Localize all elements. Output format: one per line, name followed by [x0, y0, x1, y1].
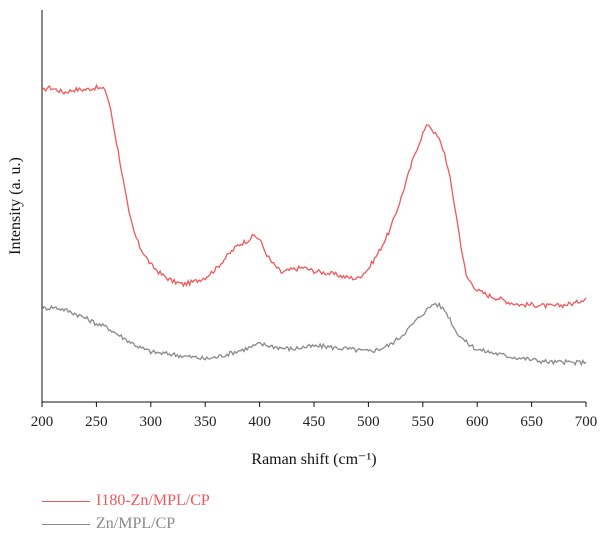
x-tick-label: 300	[140, 414, 163, 430]
x-tick-label: 600	[466, 414, 489, 430]
legend-label-i180: I180-Zn/MPL/CP	[96, 492, 210, 509]
x-axis-title: Raman shift (cm⁻¹)	[251, 451, 376, 468]
x-tick-label: 350	[194, 414, 217, 430]
legend-label-zn: Zn/MPL/CP	[96, 515, 176, 532]
x-tick-label: 450	[303, 414, 326, 430]
x-tick-label: 650	[520, 414, 543, 430]
legend-entry-zn: Zn/MPL/CP	[42, 515, 175, 533]
x-tick-label: 500	[357, 414, 380, 430]
series-lines	[41, 83, 587, 367]
x-ticks: 200 250 300 350 400 450 500 550 600 650 700	[31, 402, 598, 430]
x-tick-label: 700	[575, 414, 598, 430]
x-tick-label: 400	[248, 414, 271, 430]
x-tick-label: 550	[412, 414, 435, 430]
x-tick-label: 200	[31, 414, 54, 430]
x-tick-label: 250	[85, 414, 108, 430]
series-line-0	[41, 83, 587, 310]
legend-entry-i180: I180-Zn/MPL/CP	[42, 492, 210, 510]
legend-swatch-i180	[42, 500, 90, 502]
legend-swatch-zn	[42, 523, 90, 525]
series-line-1	[41, 301, 587, 367]
y-axis-title: Intensity (a. u.)	[7, 157, 24, 255]
